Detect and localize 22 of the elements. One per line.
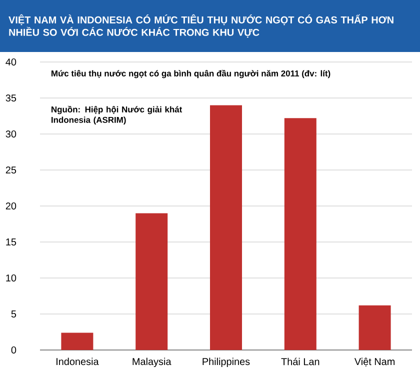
y-tick-label: 35	[6, 94, 16, 102]
y-tick-label: 20	[6, 202, 16, 210]
bar	[61, 332, 94, 350]
y-tick-label: 10	[6, 274, 16, 282]
x-tick-label: Philippines	[202, 358, 250, 368]
bar	[136, 213, 168, 350]
y-tick-label: 15	[6, 238, 16, 246]
chart-title: VIỆT NAM VÀ INDONESIA CÓ MỨC TIÊU THỤ NƯỚC NGỌT CÓ GAS THẤP HƠN NHIỀU SO VỚI CÁC NƯỚC KHÁC TRONG KHU VỰC	[8, 14, 394, 38]
y-tick-label: 0	[11, 346, 16, 354]
bar	[358, 305, 391, 350]
y-tick-label: 30	[6, 130, 16, 138]
text: Mức tiêu thụ nước ngọt có ga bình quân đầu người năm 2011 (đv: lít)	[52, 70, 330, 78]
y-tick-label: 5	[11, 310, 16, 318]
y-tick-label: 25	[6, 166, 16, 174]
bar	[284, 118, 316, 350]
x-tick-label: Thái Lan	[281, 358, 320, 366]
annotation: Nguồn: Hiệp hội Nước giải khát Indonesia (ASRIM)	[52, 106, 182, 125]
y-tick-label: 40	[6, 58, 16, 66]
x-tick-label: Indonesia	[56, 358, 99, 366]
bar	[210, 105, 242, 350]
x-tick-label: Việt Nam	[354, 358, 395, 367]
x-tick-label: Malaysia	[132, 358, 172, 368]
